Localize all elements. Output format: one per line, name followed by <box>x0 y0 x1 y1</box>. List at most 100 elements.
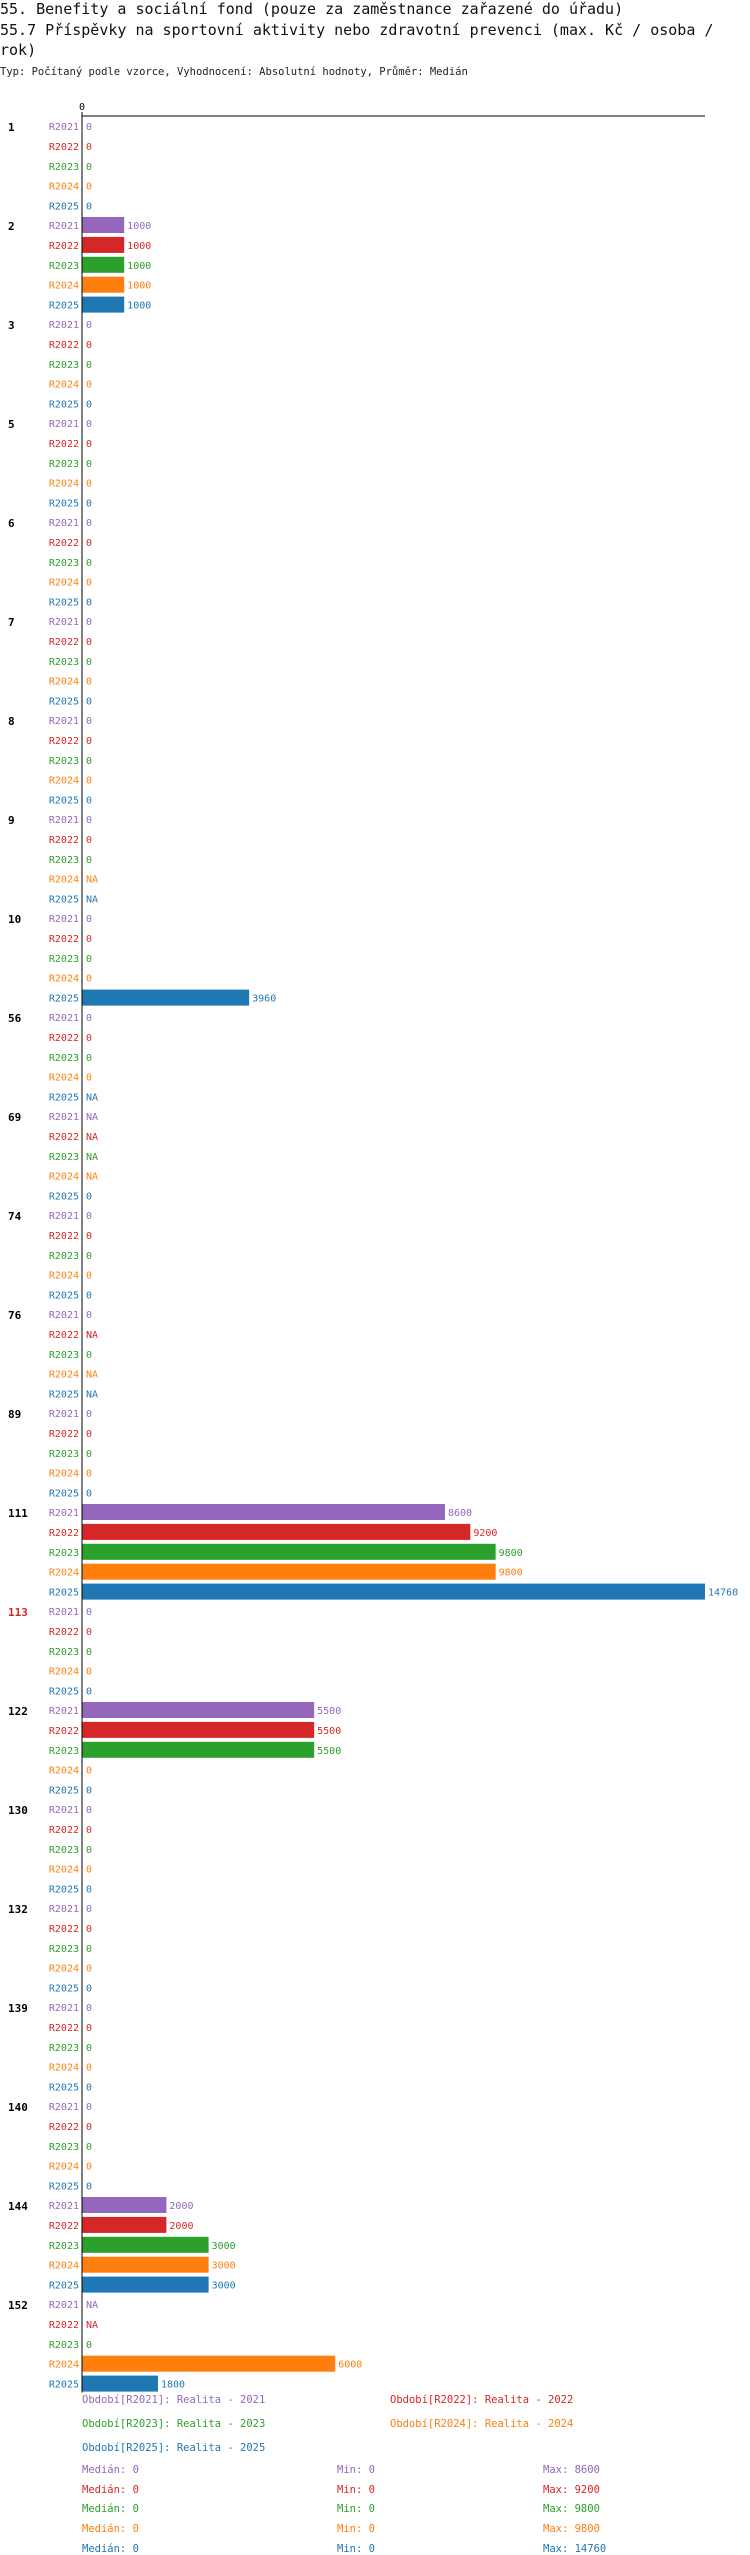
series-label: R2021 <box>49 1805 79 1816</box>
data-label: 8600 <box>448 1508 472 1519</box>
stats-min: Min: 0 <box>337 2503 375 2516</box>
series-label: R2021 <box>49 716 79 727</box>
series-label: R2023 <box>49 558 79 569</box>
series-label: R2023 <box>49 2241 79 2252</box>
series-label: R2022 <box>49 1924 79 1935</box>
group-label: 89 <box>8 1408 21 1421</box>
data-label: 1000 <box>127 281 151 292</box>
data-label: 0 <box>86 1885 92 1896</box>
data-label: 0 <box>86 974 92 985</box>
series-label: R2021 <box>49 122 79 133</box>
data-label: 0 <box>86 538 92 549</box>
series-label: R2022 <box>49 538 79 549</box>
series-label: R2022 <box>49 934 79 945</box>
series-label: R2021 <box>49 221 79 232</box>
series-label: R2022 <box>49 1627 79 1638</box>
series-label: R2024 <box>49 1370 79 1381</box>
chart-type-line: Typ: Počítaný podle vzorce, Vyhodnocení:… <box>0 66 468 78</box>
bar <box>82 2236 209 2253</box>
legend-item: Období[R2024]: Realita - 2024 <box>390 2418 574 2430</box>
series-label: R2025 <box>49 895 79 906</box>
bar <box>82 1702 315 1718</box>
series-label: R2023 <box>49 1251 79 1262</box>
series-label: R2023 <box>49 2043 79 2054</box>
series-label: R2023 <box>49 1053 79 1064</box>
data-label: 0 <box>86 1013 92 1024</box>
data-label: 0 <box>86 1449 92 1460</box>
data-label: 0 <box>86 657 92 668</box>
series-label: R2021 <box>49 2201 79 2212</box>
series-label: R2024 <box>49 1469 79 1480</box>
group-label: 140 <box>8 2101 28 2114</box>
bar <box>82 2276 209 2293</box>
data-label: NA <box>86 1390 98 1401</box>
series-label: R2025 <box>49 1390 79 1401</box>
data-label: 0 <box>86 439 92 450</box>
bar <box>82 1741 315 1758</box>
series-label: R2022 <box>49 2320 79 2331</box>
data-label: 5500 <box>317 1706 341 1717</box>
series-label: R2024 <box>49 182 79 193</box>
group-label: 8 <box>8 715 15 728</box>
series-label: R2024 <box>49 1073 79 1084</box>
data-label: NA <box>86 1152 98 1163</box>
series-label: R2023 <box>49 1548 79 1559</box>
data-label: 0 <box>86 1647 92 1658</box>
data-label: 0 <box>86 716 92 727</box>
series-label: R2024 <box>49 1172 79 1183</box>
data-label: 0 <box>86 1766 92 1777</box>
series-label: R2021 <box>49 1904 79 1915</box>
data-label: 0 <box>86 2182 92 2193</box>
data-label: 0 <box>86 400 92 411</box>
series-label: R2024 <box>49 776 79 787</box>
data-label: 0 <box>86 1964 92 1975</box>
legend-item: Období[R2022]: Realita - 2022 <box>390 2394 574 2406</box>
series-label: R2024 <box>49 875 79 886</box>
data-label: 0 <box>86 202 92 213</box>
series-label: R2021 <box>49 518 79 529</box>
data-label: NA <box>86 1112 98 1123</box>
legend-item: Období[R2023]: Realita - 2023 <box>82 2418 266 2430</box>
bar <box>82 989 250 1006</box>
series-label: R2023 <box>49 2340 79 2351</box>
series-label: R2022 <box>49 340 79 351</box>
data-label: 0 <box>86 637 92 648</box>
legend-item: Období[R2025]: Realita - 2025 <box>82 2442 266 2454</box>
series-label: R2025 <box>49 1489 79 1500</box>
data-label: 0 <box>86 1865 92 1876</box>
data-label: 0 <box>86 1211 92 1222</box>
data-label: 0 <box>86 2043 92 2054</box>
group-label: 5 <box>8 418 15 431</box>
data-label: NA <box>86 2320 98 2331</box>
series-label: R2024 <box>49 479 79 490</box>
series-label: R2022 <box>49 1429 79 1440</box>
group-label: 2 <box>8 220 15 233</box>
data-label: 0 <box>86 182 92 193</box>
series-label: R2024 <box>49 281 79 292</box>
series-label: R2025 <box>49 697 79 708</box>
series-label: R2023 <box>49 1350 79 1361</box>
series-label: R2023 <box>49 1449 79 1460</box>
data-label: NA <box>86 895 98 906</box>
series-label: R2025 <box>49 202 79 213</box>
legend-item: Období[R2021]: Realita - 2021 <box>82 2394 266 2406</box>
series-label: R2021 <box>49 419 79 430</box>
series-label: R2024 <box>49 1964 79 1975</box>
series-label: R2024 <box>49 2162 79 2173</box>
data-label: NA <box>86 1172 98 1183</box>
series-label: R2025 <box>49 1093 79 1104</box>
series-label: R2021 <box>49 1112 79 1123</box>
series-label: R2021 <box>49 320 79 331</box>
bar <box>82 2256 209 2273</box>
data-label: 1000 <box>127 261 151 272</box>
data-label: NA <box>86 1132 98 1143</box>
series-label: R2025 <box>49 1192 79 1203</box>
data-label: 0 <box>86 1845 92 1856</box>
series-label: R2025 <box>49 400 79 411</box>
stats-max: Max: 8600 <box>543 2464 600 2476</box>
group-label: 152 <box>8 2299 28 2312</box>
series-label: R2022 <box>49 1528 79 1539</box>
series-label: R2022 <box>49 1726 79 1737</box>
series-label: R2023 <box>49 1152 79 1163</box>
bar <box>82 2197 167 2213</box>
